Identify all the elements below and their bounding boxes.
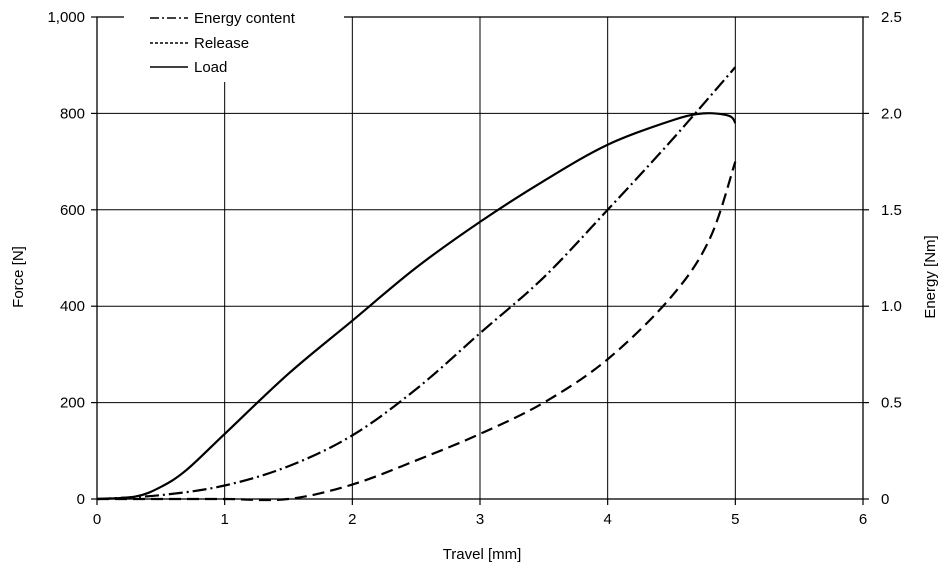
series-energy-content (96, 66, 737, 501)
right-tick-label: 1.0 (881, 298, 902, 315)
x-tick-label: 4 (603, 511, 611, 528)
legend-label-energy-content: Energy content (194, 10, 296, 27)
left-tick-label: 800 (60, 105, 85, 122)
x-axis-title: Travel [mm] (443, 546, 522, 563)
right-tick-label: 1.5 (881, 202, 902, 219)
x-tick-label: 6 (859, 511, 867, 528)
x-axis-ticks: 0 1 2 3 4 5 6 (93, 499, 867, 528)
right-tick-label: 2.5 (881, 9, 902, 26)
legend-label-release: Release (194, 35, 249, 52)
x-tick-label: 1 (220, 511, 228, 528)
left-axis-ticks: 0 200 400 600 800 1,000 (47, 9, 97, 508)
right-axis-title: Energy [Nm] (922, 235, 939, 318)
series-load (96, 112, 737, 501)
legend-item-load: Load (150, 59, 227, 76)
right-tick-label: 0 (881, 491, 889, 508)
left-axis-title: Force [N] (10, 246, 27, 308)
series-release (97, 161, 737, 502)
x-tick-label: 2 (348, 511, 356, 528)
left-tick-label: 600 (60, 202, 85, 219)
right-tick-label: 0.5 (881, 395, 902, 412)
legend-label-load: Load (194, 59, 227, 76)
x-tick-label: 0 (93, 511, 101, 528)
x-tick-label: 5 (731, 511, 739, 528)
left-tick-label: 400 (60, 298, 85, 315)
left-tick-label: 200 (60, 395, 85, 412)
right-tick-label: 2.0 (881, 105, 902, 122)
x-tick-label: 3 (476, 511, 484, 528)
legend-item-release: Release (150, 35, 249, 52)
legend: Energy content Release Load (150, 10, 296, 76)
grid (97, 17, 863, 499)
right-axis-ticks: 0 0.5 1.0 1.5 2.0 2.5 (863, 9, 902, 508)
legend-item-energy-content: Energy content (150, 10, 296, 27)
left-tick-label: 1,000 (47, 9, 85, 26)
left-tick-label: 0 (77, 491, 85, 508)
series-lines (96, 66, 737, 502)
